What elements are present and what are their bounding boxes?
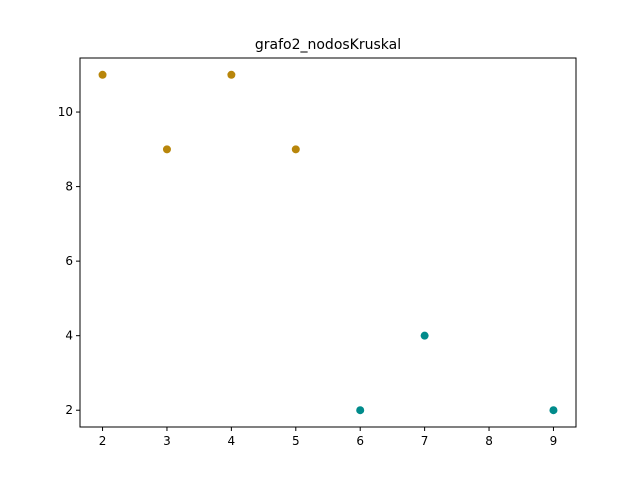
x-tick-label: 9	[550, 434, 558, 448]
data-point-series-1	[291, 145, 300, 154]
y-tick-label: 10	[58, 105, 73, 119]
points-layer	[98, 70, 558, 415]
data-point-series-1	[227, 70, 236, 79]
x-tick-label: 7	[421, 434, 429, 448]
x-tick-label: 8	[485, 434, 493, 448]
data-point-series-1	[98, 70, 107, 79]
data-point-series-1	[162, 145, 171, 154]
x-tick-label: 6	[356, 434, 364, 448]
data-point-series-2	[356, 406, 365, 415]
y-tick-label: 8	[65, 180, 73, 194]
y-tick-label: 4	[65, 329, 73, 343]
y-tick-label: 2	[65, 403, 73, 417]
ticks-layer: 2 3 4 5 6 7 8 9 2 4 6 8 10	[58, 105, 558, 448]
y-tick-label: 6	[65, 254, 73, 268]
data-point-series-2	[549, 406, 558, 415]
plot-frame	[79, 57, 577, 428]
x-tick-label: 2	[99, 434, 107, 448]
x-tick-label: 3	[163, 434, 171, 448]
chart-title: grafo2_nodosKruskal	[255, 37, 401, 53]
x-tick-label: 4	[228, 434, 236, 448]
x-tick-label: 5	[292, 434, 300, 448]
data-point-series-2	[420, 331, 429, 340]
